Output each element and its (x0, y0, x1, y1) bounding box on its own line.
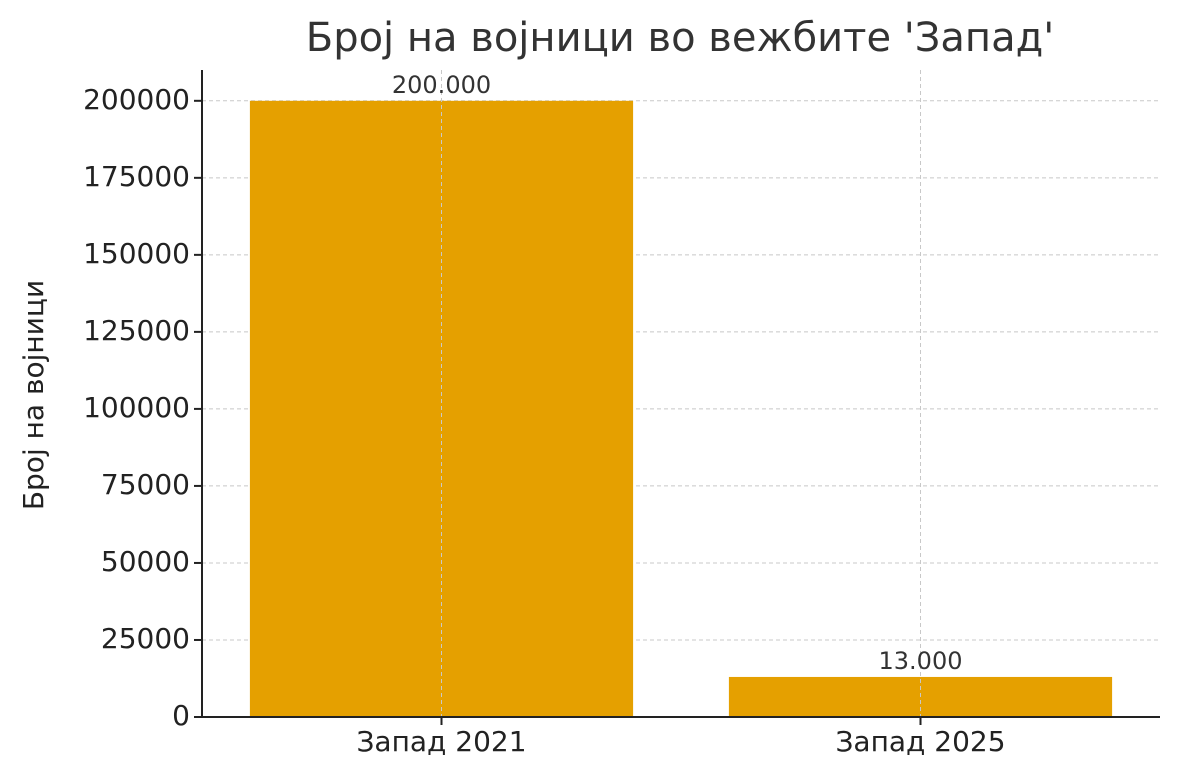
y-tick-label: 150000 (83, 237, 190, 270)
y-tick-label: 75000 (101, 468, 190, 501)
y-tick-label: 175000 (83, 160, 190, 193)
y-tick-label: 50000 (101, 545, 190, 578)
y-tick-label: 25000 (101, 622, 190, 655)
y-tick-label: 125000 (83, 314, 190, 347)
y-tick-label: 200000 (83, 83, 190, 116)
value-label: 13.000 (879, 647, 963, 675)
x-tick-label: Запад 2021 (356, 725, 526, 758)
chart-title: Број на војници во вежбите 'Запад' (306, 15, 1055, 61)
y-axis-label: Број на војници (17, 280, 50, 510)
x-tick-label: Запад 2025 (835, 725, 1005, 758)
value-label: 200.000 (392, 71, 491, 99)
y-tick-label: 0 (172, 699, 190, 732)
y-tick-label: 100000 (83, 391, 190, 424)
